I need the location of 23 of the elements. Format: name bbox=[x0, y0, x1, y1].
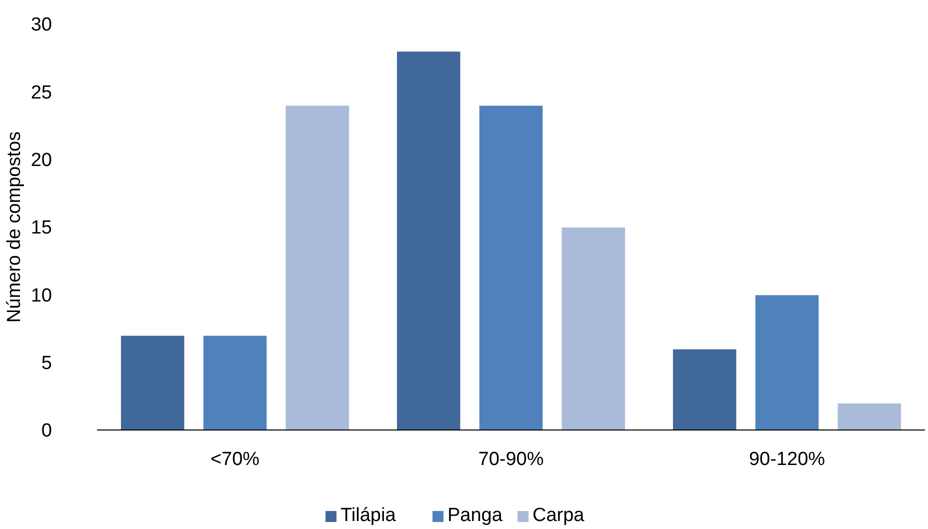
bar bbox=[120, 334, 186, 430]
x-tick-label: 70-90% bbox=[478, 449, 544, 470]
y-tick-label: 5 bbox=[41, 352, 52, 374]
y-tick-label: 10 bbox=[30, 285, 52, 306]
bar bbox=[396, 50, 462, 430]
y-tick-label: 30 bbox=[30, 14, 52, 36]
legend-label: Panga bbox=[448, 505, 503, 526]
bar bbox=[672, 348, 738, 430]
x-tick-label: 90-120% bbox=[748, 449, 826, 470]
y-tick-label: 25 bbox=[30, 82, 52, 104]
y-tick-label: 15 bbox=[30, 218, 52, 239]
y-axis-title: Número de compostos bbox=[4, 131, 25, 323]
y-tick-label: 0 bbox=[41, 420, 52, 442]
bar bbox=[284, 104, 350, 430]
bar bbox=[836, 402, 902, 430]
legend-label: Carpa bbox=[532, 505, 585, 526]
legend-label: Tilápia bbox=[340, 505, 396, 526]
y-tick-label: 20 bbox=[30, 150, 52, 171]
x-tick-label: <70% bbox=[210, 449, 260, 470]
bar bbox=[478, 104, 544, 430]
bar bbox=[202, 334, 268, 430]
bar bbox=[754, 294, 820, 430]
bar bbox=[560, 226, 626, 430]
